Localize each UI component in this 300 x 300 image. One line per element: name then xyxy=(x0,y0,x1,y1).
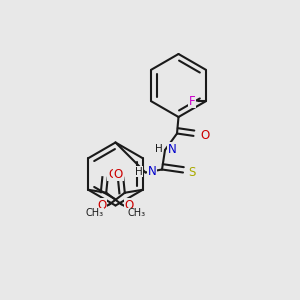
Text: O: O xyxy=(125,199,134,212)
Text: CH₃: CH₃ xyxy=(86,208,104,218)
Text: H: H xyxy=(135,167,142,177)
Text: N: N xyxy=(148,165,157,178)
Text: CH₃: CH₃ xyxy=(127,208,145,218)
Text: H: H xyxy=(155,144,163,154)
Text: O: O xyxy=(200,129,209,142)
Text: O: O xyxy=(108,168,117,181)
Text: O: O xyxy=(97,199,106,212)
Text: S: S xyxy=(188,166,196,179)
Text: N: N xyxy=(168,142,177,156)
Text: O: O xyxy=(114,168,123,181)
Text: F: F xyxy=(189,95,196,108)
